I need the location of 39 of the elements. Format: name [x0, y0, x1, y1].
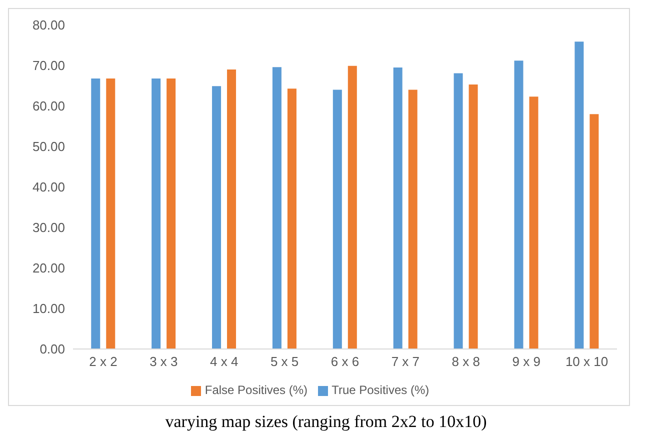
y-tick-label: 60.00 [32, 98, 65, 114]
bar [212, 86, 222, 349]
bar [393, 68, 402, 349]
y-tick-label: 50.00 [32, 139, 65, 154]
bar [287, 88, 296, 349]
x-tick-label: 5 x 5 [270, 354, 299, 370]
y-tick-label: 40.00 [32, 180, 65, 195]
bar [408, 90, 418, 349]
x-tick-label: 4 x 4 [210, 354, 238, 370]
bar [514, 60, 524, 349]
bar [227, 70, 236, 349]
bar [272, 67, 282, 349]
y-tick-label: 30.00 [32, 220, 65, 236]
bar [91, 78, 100, 349]
y-tick-label: 70.00 [32, 58, 65, 74]
bar [590, 114, 599, 349]
bar [574, 42, 584, 349]
bar [529, 96, 538, 349]
y-tick-label: 80.00 [32, 18, 65, 33]
x-tick-label: 8 x 8 [452, 354, 480, 370]
legend-label: True Positives (%) [332, 383, 430, 397]
x-tick-label: 10 x 10 [565, 354, 608, 370]
bar [468, 84, 478, 349]
legend-label: False Positives (%) [204, 383, 308, 397]
x-tick-label: 9 x 9 [512, 354, 540, 370]
bar [454, 73, 463, 349]
bar [348, 66, 357, 349]
x-tick-label: 3 x 3 [150, 354, 178, 370]
y-tick-label: 20.00 [32, 260, 65, 276]
y-tick-label: 0.00 [40, 342, 65, 357]
x-tick-label: 6 x 6 [330, 354, 360, 370]
y-tick-label: 10.00 [32, 301, 65, 316]
x-tick-label: 7 x 7 [391, 354, 420, 370]
bar [152, 78, 161, 349]
text: varying map sizes (ranging from 2x2 to 10x10) [164, 412, 488, 432]
bar [332, 90, 342, 349]
bar [166, 78, 176, 349]
x-tick-label: 2 x 2 [89, 354, 118, 370]
bar [106, 78, 116, 349]
